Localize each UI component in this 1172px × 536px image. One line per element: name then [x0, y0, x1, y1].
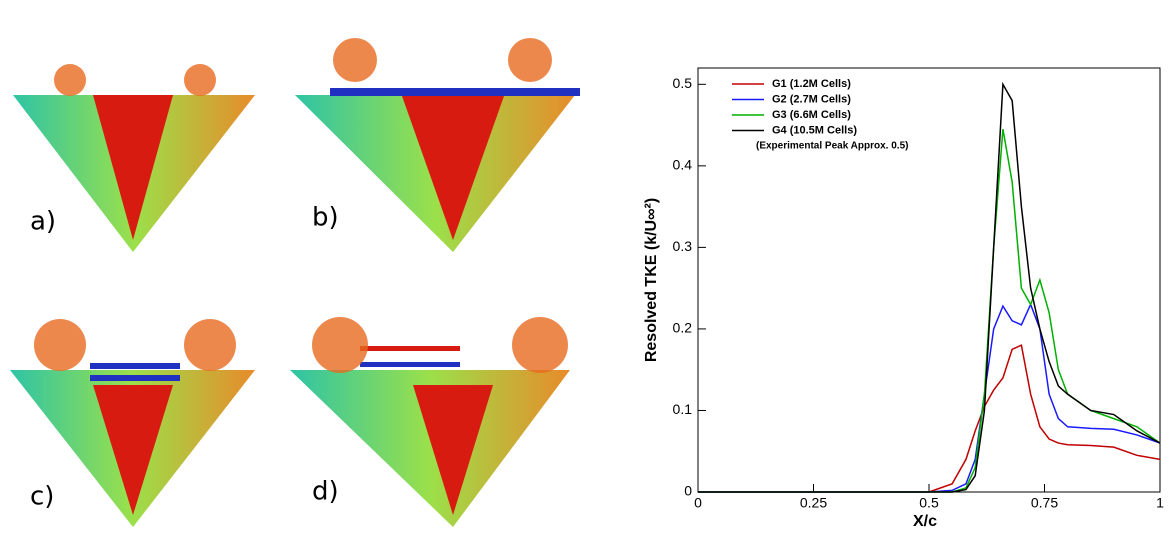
line-series [698, 81, 1161, 493]
line-series [698, 129, 1161, 493]
y-tick-label: 0.1 [673, 401, 693, 417]
y-tick-label: 0.3 [673, 238, 693, 254]
y-axis-label: Resolved TKE (k/U∞²) [643, 198, 660, 362]
legend-label: G2 (2.7M Cells) [772, 93, 851, 105]
y-tick-label: 0.5 [673, 75, 693, 91]
legend-label: G3 (6.6M Cells) [772, 109, 851, 121]
x-tick-label: 0.75 [1031, 495, 1058, 511]
y-tick-label: 0 [684, 483, 692, 499]
panel-label: c) [30, 482, 54, 512]
legend-label: G4 (10.5M Cells) [772, 124, 857, 136]
x-tick-label: 1 [1156, 495, 1164, 511]
x-axis-label: X/c [913, 513, 937, 530]
line-series [698, 302, 1161, 493]
annotation: (Experimental Peak Approx. 0.5) [756, 141, 908, 152]
x-tick-label: 0.25 [800, 495, 827, 511]
panel-label: d) [312, 477, 339, 507]
legend-label: G1 (1.2M Cells) [772, 78, 851, 90]
panel-b [295, 38, 580, 252]
x-tick-label: 0 [694, 495, 702, 511]
panel-d [290, 317, 570, 527]
panel-label: a) [30, 207, 56, 237]
line-series [698, 344, 1161, 493]
y-tick-label: 0.2 [673, 320, 693, 336]
panel-c [10, 319, 255, 527]
panel-label: b) [312, 203, 339, 233]
y-tick-label: 0.4 [673, 157, 693, 173]
panel-a [13, 64, 255, 252]
x-tick-label: 0.5 [919, 495, 939, 511]
